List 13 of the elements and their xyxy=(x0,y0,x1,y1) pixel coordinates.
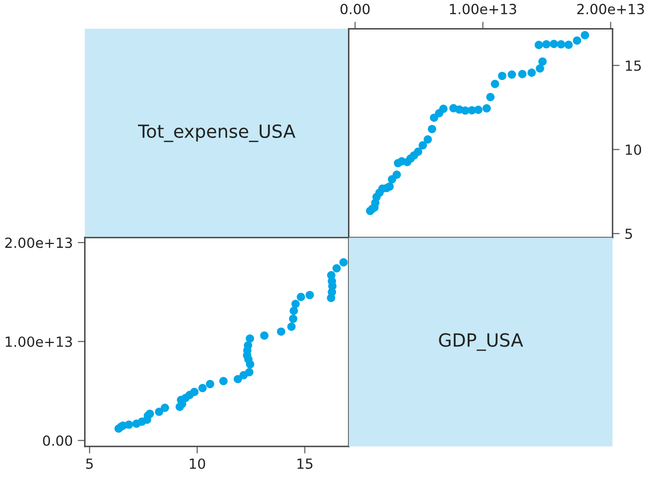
y-tick-label: 1.00e+13 xyxy=(6,336,72,347)
y-tick-label: 0.00 xyxy=(43,435,72,446)
x-tick-label: 0.00 xyxy=(340,4,370,14)
y-tick-label: 5 xyxy=(625,228,632,240)
text: GDP_USA xyxy=(439,333,524,351)
x-tick-label: 15 xyxy=(297,458,312,469)
y-tick-label: 10 xyxy=(626,144,642,155)
y-tick-label: 15 xyxy=(626,60,641,71)
x-tick-label: 10 xyxy=(190,458,206,469)
x-tick-label: 5 xyxy=(86,458,93,469)
x-tick-label: 1.00e+13 xyxy=(450,4,516,14)
text: Tot_expense_USA xyxy=(138,124,296,142)
y-tick-label: 2.00e+13 xyxy=(5,238,72,248)
